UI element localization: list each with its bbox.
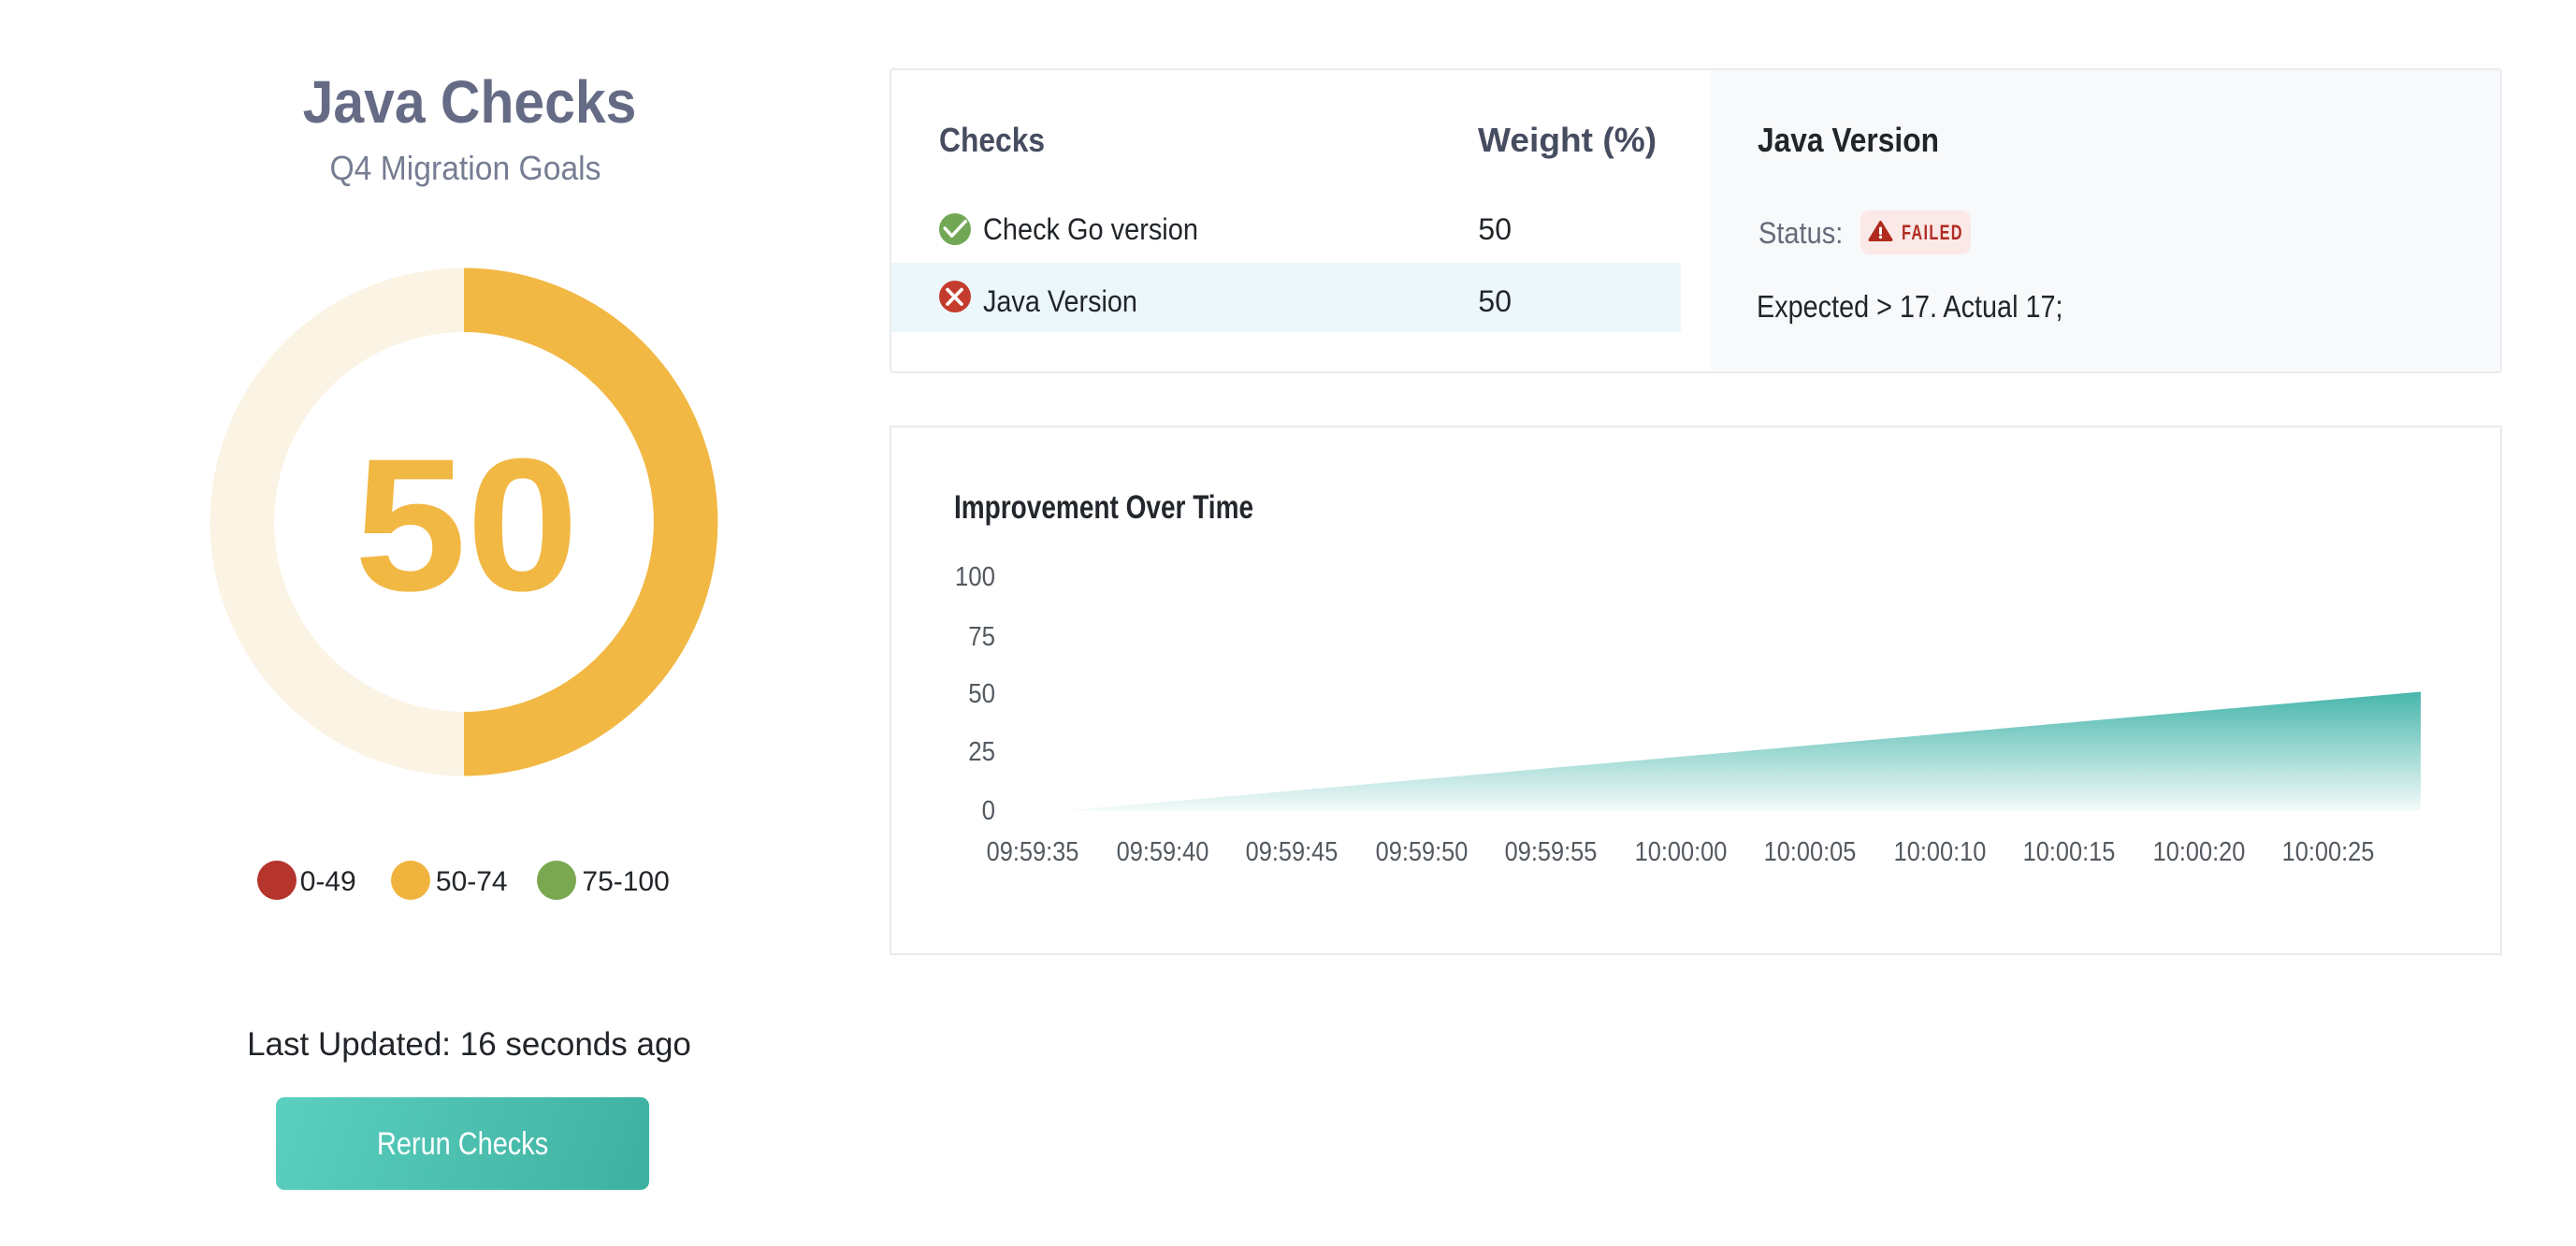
svg-text:50: 50 (355, 419, 579, 630)
